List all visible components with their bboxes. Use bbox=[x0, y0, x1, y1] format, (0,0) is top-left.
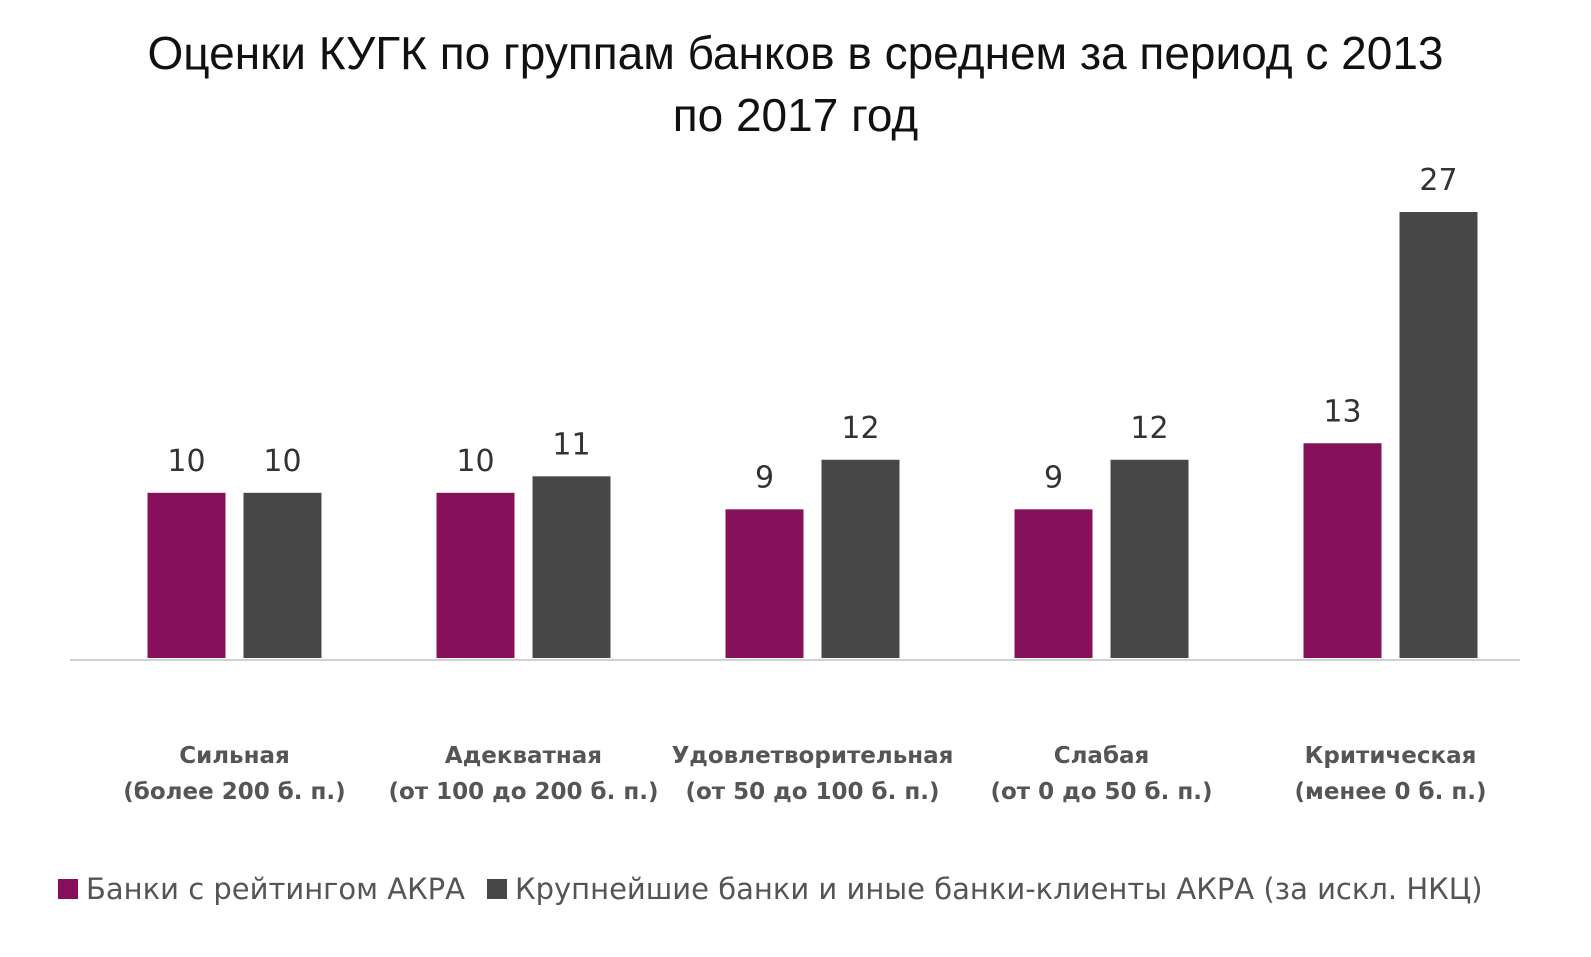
data-label-series-2-cat-2: 11 bbox=[552, 427, 590, 462]
bar-series-2-cat-5 bbox=[1399, 212, 1478, 658]
bar-series-1-cat-2 bbox=[436, 492, 515, 658]
data-label-series-2-cat-5: 27 bbox=[1419, 163, 1457, 198]
data-label-series-1-cat-4: 9 bbox=[1044, 460, 1063, 495]
legend-label-series-1: Банки с рейтингом АКРА bbox=[86, 872, 465, 906]
category-labels: Сильная (более 200 б. п.) Адекватная (от 10… bbox=[123, 743, 1486, 805]
category-label-5-line-1: Критическая bbox=[1305, 743, 1477, 769]
data-label-series-1-cat-1: 10 bbox=[167, 444, 205, 479]
category-label-4-line-2: (от 0 до 50 б. п.) bbox=[990, 779, 1212, 805]
data-label-series-2-cat-4: 12 bbox=[1130, 411, 1168, 446]
legend-label-series-2: Крупнейшие банки и иные банки-клиенты АК… bbox=[515, 872, 1483, 906]
data-label-series-2-cat-1: 10 bbox=[263, 444, 301, 479]
category-label-1-line-2: (более 200 б. п.) bbox=[123, 779, 345, 805]
data-label-series-1-cat-2: 10 bbox=[456, 444, 494, 479]
data-label-series-1-cat-5: 13 bbox=[1323, 394, 1361, 429]
bar-series-2-cat-4 bbox=[1110, 459, 1189, 658]
category-label-1-line-1: Сильная bbox=[179, 743, 290, 769]
category-label-2-line-1: Адекватная bbox=[445, 743, 602, 769]
bar-series-1-cat-4 bbox=[1014, 509, 1093, 658]
plot-area: 10 10 10 11 9 12 9 12 13 27 bbox=[147, 163, 1478, 658]
category-label-4-line-1: Слабая bbox=[1054, 743, 1150, 769]
category-label-2-line-2: (от 100 до 200 б. п.) bbox=[388, 779, 658, 805]
chart-title-line-1: Оценки КУГК по группам банков в среднем … bbox=[147, 27, 1444, 79]
legend-item-series-1: Банки с рейтингом АКРА bbox=[58, 872, 465, 906]
category-label-3-line-1: Удовлетворительная bbox=[672, 743, 954, 769]
bar-series-2-cat-3 bbox=[821, 459, 900, 658]
category-label-5-line-2: (менее 0 б. п.) bbox=[1295, 779, 1487, 805]
legend: Банки с рейтингом АКРА Крупнейшие банки … bbox=[58, 872, 1505, 906]
data-label-series-1-cat-3: 9 bbox=[755, 460, 774, 495]
bar-series-1-cat-1 bbox=[147, 492, 226, 658]
bar-series-2-cat-2 bbox=[532, 476, 611, 658]
legend-swatch-series-1 bbox=[58, 879, 78, 899]
bar-series-1-cat-5 bbox=[1303, 443, 1382, 658]
chart-title-line-2: по 2017 год bbox=[672, 89, 919, 141]
legend-swatch-series-2 bbox=[487, 879, 507, 899]
bar-series-2-cat-1 bbox=[243, 492, 322, 658]
category-label-3-line-2: (от 50 до 100 б. п.) bbox=[685, 779, 939, 805]
bar-series-1-cat-3 bbox=[725, 509, 804, 658]
data-label-series-2-cat-3: 12 bbox=[841, 411, 879, 446]
chart-title: Оценки КУГК по группам банков в среднем … bbox=[0, 22, 1591, 146]
legend-item-series-2: Крупнейшие банки и иные банки-клиенты АК… bbox=[487, 872, 1483, 906]
